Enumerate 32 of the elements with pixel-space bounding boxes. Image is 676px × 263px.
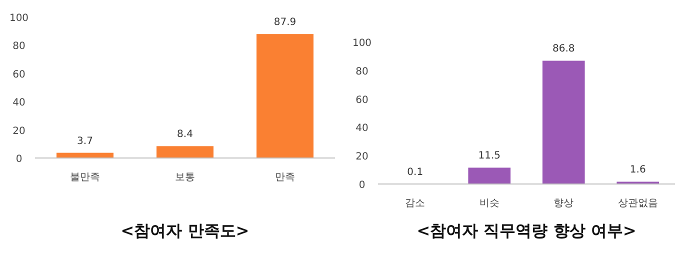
y-tick-label: 100 <box>352 38 372 49</box>
x-tick-label: 불만족 <box>70 172 100 183</box>
x-tick-label: 만족 <box>275 172 295 183</box>
y-tick-label: 20 <box>12 126 26 137</box>
y-tick-label: 40 <box>12 98 26 109</box>
data-label: 87.9 <box>274 17 296 28</box>
bar <box>468 168 511 184</box>
text: <참여자 직무역량 향상 여부> <box>416 221 636 240</box>
bar <box>256 34 314 158</box>
y-tick-label: 20 <box>356 152 368 163</box>
y-tick-label: 0 <box>16 154 22 165</box>
x-tick-label: 보통 <box>175 172 195 183</box>
x-tick-label: 감소 <box>405 198 426 209</box>
data-label: 1.6 <box>630 164 646 176</box>
y-tick-label: 60 <box>356 94 368 106</box>
text: <참여자 만족도> <box>120 221 250 240</box>
data-label: 0.1 <box>407 166 424 178</box>
x-tick-label: 상관없음 <box>618 198 658 209</box>
data-label: 3.7 <box>77 136 93 147</box>
x-tick-label: 비슷 <box>479 198 500 209</box>
y-tick-label: 100 <box>9 13 29 24</box>
y-tick-label: 60 <box>12 69 26 80</box>
y-tick-label: 80 <box>12 41 26 52</box>
data-label: 8.4 <box>177 129 193 140</box>
bar <box>156 146 214 158</box>
y-tick-label: 80 <box>356 66 368 78</box>
data-label: 86.8 <box>552 44 575 55</box>
y-tick-label: 40 <box>356 123 368 134</box>
x-tick-label: 향상 <box>554 198 574 209</box>
y-tick-label: 0 <box>358 180 366 191</box>
data-label: 11.5 <box>478 150 501 162</box>
bar <box>542 60 585 184</box>
